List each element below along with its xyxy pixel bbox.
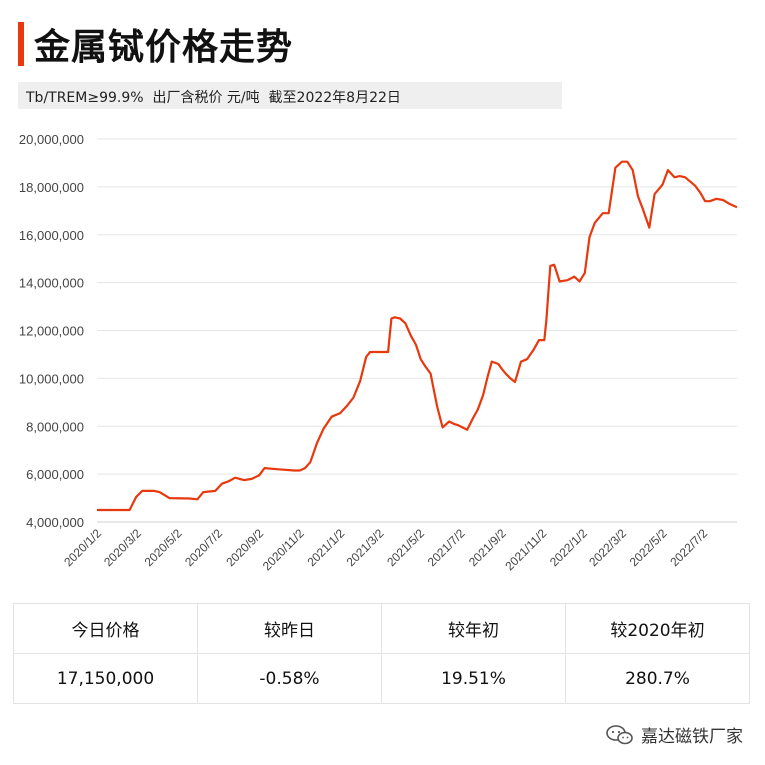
stat-header-vs-yesterday: 较昨日 [197, 603, 382, 654]
stat-value-vs-yesterday: -0.58% [197, 653, 382, 704]
footer-brand: 嘉达磁铁厂家 [605, 722, 743, 747]
x-tick-label: 2020/11/2 [260, 526, 307, 573]
stat-value-vs-year-start: 19.51% [381, 653, 566, 704]
x-axis-tick-labels: 2020/1/22020/3/22020/5/22020/7/22020/9/2… [61, 526, 710, 573]
y-tick-label: 4,000,000 [26, 515, 84, 530]
stat-header-vs-2020-start: 较2020年初 [565, 603, 750, 654]
stat-value-today-price: 17,150,000 [13, 653, 198, 704]
y-tick-label: 14,000,000 [19, 276, 84, 291]
chart-subtitle: Tb/TREM≥99.9% 出厂含税价 元/吨 截至2022年8月22日 [26, 90, 401, 106]
stats-value-row: 17,150,000 -0.58% 19.51% 280.7% [13, 653, 750, 704]
stat-value-vs-2020-start: 280.7% [565, 653, 750, 704]
stat-header-vs-year-start: 较年初 [381, 603, 566, 654]
y-tick-label: 16,000,000 [19, 228, 84, 243]
x-tick-label: 2022/1/2 [547, 526, 590, 569]
subtitle-box [18, 82, 562, 109]
x-tick-label: 2022/5/2 [627, 526, 670, 569]
y-axis-tick-labels: 4,000,000 6,000,000 8,000,000 10,000,000 12,… [19, 132, 84, 530]
y-tick-label: 12,000,000 [19, 324, 84, 339]
x-tick-label: 2021/5/2 [384, 526, 427, 569]
series-layer [97, 160, 738, 512]
y-tick-label: 10,000,000 [19, 371, 84, 386]
x-tick-label: 2020/7/2 [182, 526, 225, 569]
page-title: 金属铽价格走势 [34, 27, 294, 68]
stats-header-row: 今日价格 较昨日 较年初 较2020年初 [13, 603, 750, 654]
x-tick-label: 2021/11/2 [502, 526, 549, 573]
wechat-icon [606, 724, 633, 744]
x-tick-label: 2020/3/2 [101, 526, 144, 569]
price-stats-table: 今日价格 较昨日 较年初 较2020年初 17,150,000 -0.58% 1… [13, 603, 750, 704]
y-tick-label: 8,000,000 [26, 419, 84, 434]
x-tick-label: 2022/3/2 [586, 526, 629, 569]
title-accent-bar [18, 22, 24, 66]
x-tick-label: 2020/1/2 [61, 526, 104, 569]
y-tick-label: 6,000,000 [26, 467, 84, 482]
price-line-chart: 4,000,000 6,000,000 8,000,000 10,000,000 12,… [19, 132, 738, 573]
x-tick-label: 2021/1/2 [304, 526, 347, 569]
x-tick-label: 2022/7/2 [667, 526, 710, 569]
grid-lines [97, 138, 737, 523]
series-line-terbium-price [97, 160, 738, 512]
y-tick-label: 20,000,000 [19, 132, 84, 147]
stat-header-today-price: 今日价格 [13, 603, 198, 654]
x-tick-label: 2021/7/2 [425, 526, 468, 569]
x-tick-label: 2021/3/2 [344, 526, 387, 569]
y-tick-label: 18,000,000 [19, 180, 84, 195]
footer-brand-name: 嘉达磁铁厂家 [641, 727, 743, 747]
x-tick-label: 2020/5/2 [142, 526, 185, 569]
